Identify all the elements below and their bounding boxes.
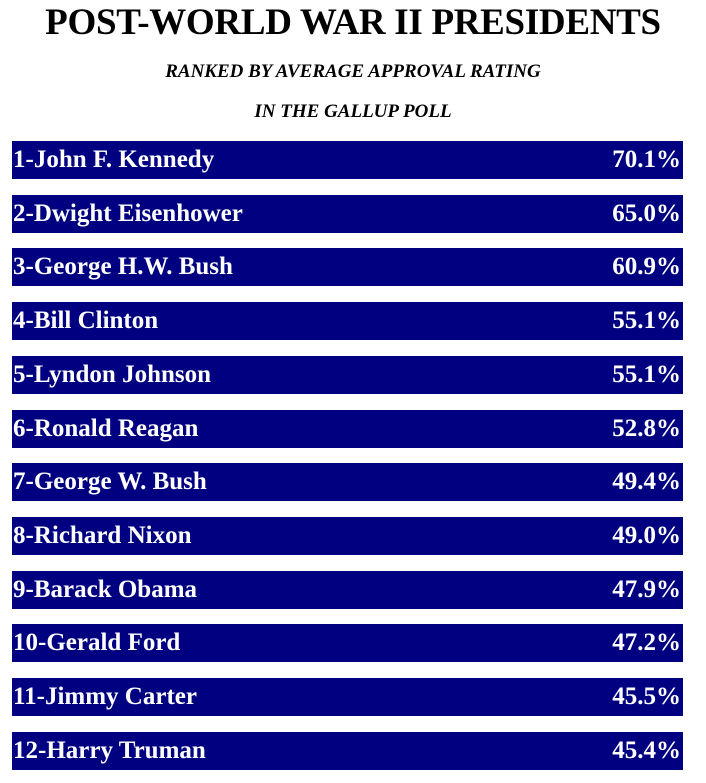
president-name-label: 5-Lyndon Johnson <box>13 361 212 388</box>
approval-rating-value: 60.9% <box>612 253 681 280</box>
president-name-label: 6-Ronald Reagan <box>13 415 199 442</box>
approval-rating-value: 55.1% <box>612 361 681 388</box>
president-name-label: 1-John F. Kennedy <box>13 146 215 173</box>
president-name-label: 8-Richard Nixon <box>13 522 192 549</box>
approval-rating-value: 49.4% <box>612 468 681 495</box>
chart-subtitle-line-1: RANKED BY AVERAGE APPROVAL RATING <box>165 61 541 82</box>
approval-rating-value: 47.9% <box>612 576 681 603</box>
approval-rating-value: 55.1% <box>612 307 681 334</box>
ranking-row: 7-George W. Bush 49.4% <box>12 463 683 501</box>
approval-rating-value: 65.0% <box>612 200 681 227</box>
ranking-row: 6-Ronald Reagan 52.8% <box>12 410 683 448</box>
ranking-row: 5-Lyndon Johnson 55.1% <box>12 356 683 394</box>
ranking-row: 10-Gerald Ford 47.2% <box>12 624 683 662</box>
approval-rating-value: 45.5% <box>612 683 681 710</box>
president-name-label: 12-Harry Truman <box>13 737 206 764</box>
president-name-label: 9-Barack Obama <box>13 576 198 603</box>
ranking-row: 1-John F. Kennedy 70.1% <box>12 141 683 179</box>
president-name-label: 2-Dwight Eisenhower <box>13 200 243 227</box>
president-name-label: 3-George H.W. Bush <box>13 253 233 280</box>
approval-rating-value: 49.0% <box>612 522 681 549</box>
chart-title: POST-WORLD WAR II PRESIDENTS <box>45 2 661 43</box>
president-name-label: 7-George W. Bush <box>13 468 207 495</box>
ranking-row: 9-Barack Obama 47.9% <box>12 571 683 609</box>
ranking-row: 4-Bill Clinton 55.1% <box>12 302 683 340</box>
ranking-row: 2-Dwight Eisenhower 65.0% <box>12 195 683 233</box>
approval-rating-value: 45.4% <box>612 737 681 764</box>
president-name-label: 4-Bill Clinton <box>13 307 159 334</box>
ranking-row: 3-George H.W. Bush 60.9% <box>12 248 683 286</box>
president-name-label: 11-Jimmy Carter <box>13 683 197 710</box>
approval-rating-value: 70.1% <box>612 146 681 173</box>
approval-rating-value: 47.2% <box>612 629 681 656</box>
ranking-row: 11-Jimmy Carter 45.5% <box>12 678 683 716</box>
president-name-label: 10-Gerald Ford <box>13 629 181 656</box>
ranking-row: 12-Harry Truman 45.4% <box>12 732 683 770</box>
chart-subtitle-line-2: IN THE GALLUP POLL <box>254 101 452 122</box>
ranking-row: 8-Richard Nixon 49.0% <box>12 517 683 555</box>
approval-rating-value: 52.8% <box>612 415 681 442</box>
